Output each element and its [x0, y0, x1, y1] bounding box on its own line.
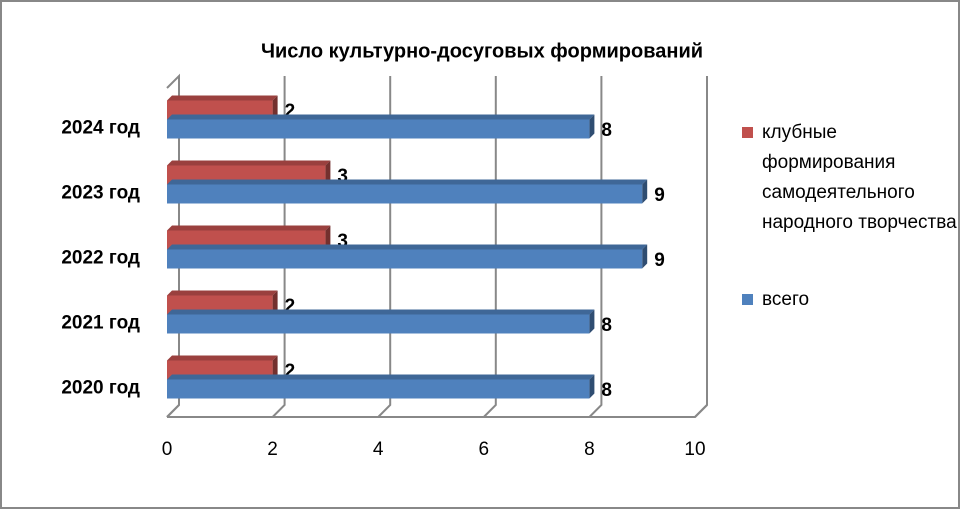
bar-top	[167, 95, 278, 101]
data-label: 9	[654, 250, 665, 271]
data-label: 9	[654, 185, 665, 206]
x-tick-label: 2	[267, 439, 278, 460]
legend-label: всего	[762, 289, 810, 310]
data-label: 8	[601, 120, 612, 141]
y-tick-label: 2020 год	[61, 378, 140, 399]
bar-top	[167, 309, 595, 315]
data-label: 2	[285, 361, 296, 382]
y-tick-label: 2024 год	[61, 118, 140, 139]
bar-top	[167, 290, 278, 296]
bar-end	[589, 309, 595, 334]
x-tick-label: 0	[162, 439, 173, 460]
y-tick-label: 2021 год	[61, 313, 140, 334]
bar-top	[167, 225, 331, 231]
bar-end	[642, 179, 648, 204]
bar	[167, 379, 590, 399]
bar-top	[167, 355, 278, 361]
bar-top	[167, 374, 595, 380]
bar-top	[167, 244, 648, 250]
data-label: 8	[601, 380, 612, 401]
bar-top	[167, 114, 595, 120]
bar-end	[642, 244, 648, 269]
bar-end	[272, 95, 278, 120]
bar-end	[272, 355, 278, 380]
bar-end	[589, 374, 595, 399]
bar-end	[325, 160, 331, 185]
x-tick-label: 8	[584, 439, 595, 460]
x-tick-label: 6	[479, 439, 490, 460]
legend-label: клубные формирования самодеятельного нар…	[762, 122, 957, 233]
legend-swatch	[742, 127, 753, 138]
bar-end	[325, 225, 331, 250]
bar-end	[589, 114, 595, 139]
data-label: 2	[285, 101, 296, 122]
y-tick-label: 2022 год	[61, 248, 140, 269]
data-label: 8	[601, 315, 612, 336]
bar-end	[272, 290, 278, 315]
bar	[167, 184, 643, 204]
bar	[167, 119, 590, 139]
data-label: 2	[285, 296, 296, 317]
data-label: 3	[337, 166, 348, 187]
legend-swatch	[742, 294, 753, 305]
x-tick-label: 10	[684, 439, 705, 460]
grid-line	[694, 76, 708, 418]
y-tick-label: 2023 год	[61, 183, 140, 204]
x-tick-label: 4	[373, 439, 384, 460]
data-label: 3	[337, 231, 348, 252]
bar	[167, 249, 643, 269]
chart-title: Число культурно-досуговых формирований	[261, 40, 703, 62]
bar-top	[167, 160, 331, 166]
bar	[167, 314, 590, 334]
bar-top	[167, 179, 648, 185]
